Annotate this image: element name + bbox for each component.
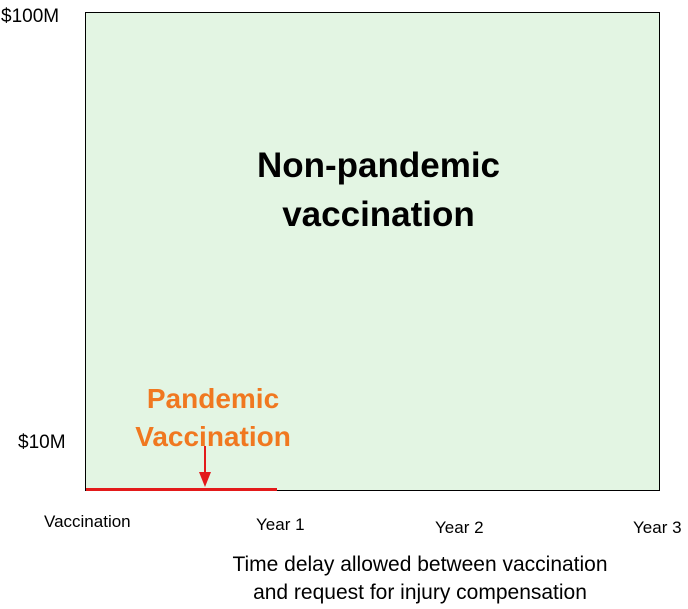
x-axis-title-line1: Time delay allowed between vaccination bbox=[232, 553, 608, 576]
pandemic-label-line2: Vaccination bbox=[135, 421, 291, 452]
non-pandemic-region bbox=[85, 12, 660, 491]
non-pandemic-label: Non-pandemic vaccination bbox=[200, 141, 557, 239]
y-label-top: $100M bbox=[1, 6, 60, 27]
x-tick-year-2: Year 2 bbox=[435, 518, 484, 537]
non-pandemic-label-line1: Non-pandemic bbox=[256, 146, 501, 185]
pandemic-label: Pandemic Vaccination bbox=[113, 380, 313, 456]
pandemic-arrow-head bbox=[199, 472, 211, 487]
y-label-bottom: $10M bbox=[18, 432, 66, 453]
non-pandemic-label-line2: vaccination bbox=[282, 195, 475, 234]
x-tick-year-3: Year 3 bbox=[633, 518, 682, 537]
x-axis-title-line2: and request for injury compensation bbox=[253, 581, 587, 604]
pandemic-label-line1: Pandemic bbox=[146, 383, 280, 414]
x-tick-year-1: Year 1 bbox=[256, 515, 305, 534]
x-tick-vaccination: Vaccination bbox=[44, 512, 131, 531]
x-axis-title: Time delay allowed between vaccination a… bbox=[190, 551, 650, 607]
